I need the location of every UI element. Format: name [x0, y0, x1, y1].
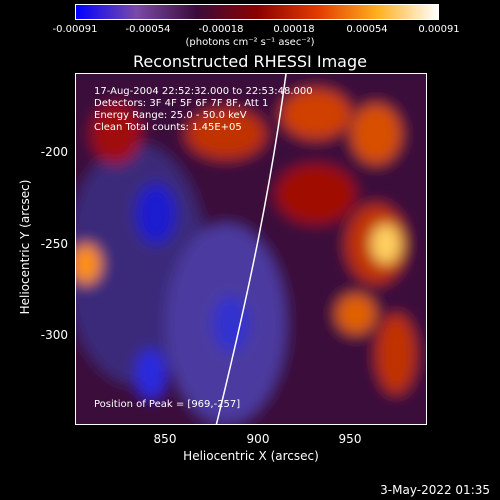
y-tick: -200: [40, 145, 68, 159]
info-line: Clean Total counts: 1.45E+05: [94, 122, 242, 133]
info-line: Energy Range: 25.0 - 50.0 keV: [94, 110, 247, 121]
y-tick: -300: [40, 328, 68, 342]
limb-curve: [215, 74, 287, 424]
colorbar-tick: 0.00091: [418, 24, 460, 35]
colorbar-tick: -0.00054: [125, 24, 171, 35]
colorbar-tick: -0.00091: [52, 24, 98, 35]
y-tick: -250: [40, 237, 68, 251]
colorbar: [75, 4, 439, 20]
image-overlay: [76, 74, 426, 424]
colorbar-tick: 0.00054: [346, 24, 388, 35]
colorbar-tick: 0.00018: [273, 24, 315, 35]
rhessi-image: 17-Aug-2004 22:52:32.000 to 22:53:48.000…: [75, 73, 427, 425]
x-axis-label: Heliocentric X (arcsec): [183, 449, 319, 463]
x-tick: 900: [246, 432, 270, 446]
colorbar-tick: -0.00018: [198, 24, 244, 35]
image-blobs: [76, 74, 426, 424]
x-tick: 950: [338, 432, 362, 446]
timestamp: 3-May-2022 01:35: [380, 483, 490, 497]
x-tick: 850: [153, 432, 177, 446]
colorbar-units: (photons cm⁻² s⁻¹ asec⁻²): [185, 37, 315, 48]
y-axis-label: Heliocentric Y (arcsec): [18, 179, 32, 315]
info-line: Detectors: 3F 4F 5F 6F 7F 8F, Att 1: [94, 98, 269, 109]
info-line: 17-Aug-2004 22:52:32.000 to 22:53:48.000: [94, 86, 313, 97]
peak-position: Position of Peak = [969,-257]: [94, 399, 241, 410]
plot-title: Reconstructed RHESSI Image: [133, 52, 367, 71]
